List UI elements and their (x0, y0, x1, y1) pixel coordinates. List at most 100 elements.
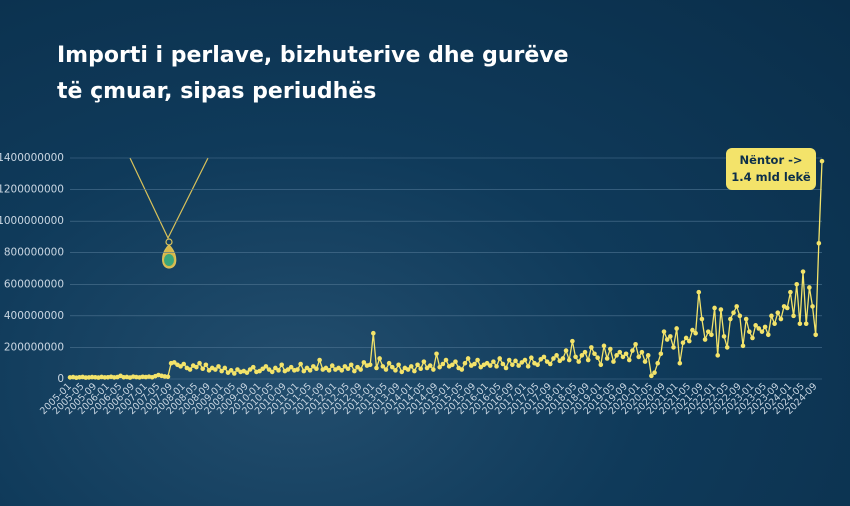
data-point (658, 351, 664, 357)
data-point (791, 313, 796, 319)
data-point (693, 330, 698, 336)
data-point (273, 365, 278, 371)
data-point (674, 326, 679, 331)
data-point (715, 353, 721, 358)
data-line (69, 161, 823, 379)
data-point (314, 366, 319, 372)
data-point (216, 364, 221, 369)
data-point (336, 365, 341, 371)
data-point (194, 364, 199, 370)
data-point (415, 362, 420, 368)
data-point (393, 368, 398, 373)
data-point (171, 360, 177, 365)
data-point (244, 370, 250, 375)
y-tick-label: 400000000 (4, 310, 64, 322)
data-point (266, 367, 272, 372)
data-point (813, 332, 818, 338)
data-point (778, 316, 784, 322)
data-point (434, 351, 439, 357)
data-point (494, 364, 499, 369)
data-point (367, 362, 373, 368)
data-point (573, 354, 578, 360)
data-point (652, 370, 657, 375)
data-point (519, 360, 525, 365)
data-point (592, 351, 597, 357)
data-point (668, 334, 673, 339)
data-point (247, 367, 253, 372)
data-point (639, 349, 645, 355)
data-point (620, 354, 626, 360)
data-point (222, 365, 228, 371)
data-point (800, 269, 806, 274)
data-point (506, 357, 512, 363)
data-point (585, 357, 591, 363)
data-point (487, 363, 493, 368)
data-point (788, 289, 793, 295)
data-point (734, 304, 739, 309)
data-point (418, 366, 424, 372)
data-point (412, 368, 417, 374)
data-point (709, 332, 714, 338)
data-point (579, 353, 585, 358)
y-tick-label: 800000000 (4, 247, 64, 259)
data-point (301, 368, 307, 374)
data-point (235, 367, 240, 372)
data-point (759, 329, 765, 334)
data-point (696, 289, 702, 295)
data-point (440, 361, 446, 367)
data-point (178, 364, 183, 369)
data-point (213, 367, 218, 372)
data-point (589, 345, 594, 350)
data-point (560, 356, 566, 361)
data-point (342, 364, 348, 369)
data-point (743, 316, 749, 322)
data-point (405, 367, 411, 372)
chart-title: Importi i perlave, bizhuterive dhe gurëv… (57, 43, 569, 104)
data-point (386, 360, 392, 366)
data-point (465, 356, 471, 361)
data-point (459, 367, 465, 372)
data-point (784, 305, 790, 311)
data-point (794, 281, 800, 287)
data-point (633, 341, 638, 347)
data-point (348, 362, 354, 368)
data-point (462, 360, 468, 366)
data-point (642, 359, 648, 364)
data-point (307, 368, 313, 373)
data-point (288, 364, 294, 370)
data-point (345, 366, 351, 372)
data-point (721, 334, 727, 339)
data-point (819, 158, 825, 164)
data-point (775, 310, 781, 316)
data-point (225, 370, 231, 375)
data-point (655, 360, 660, 366)
data-point (765, 332, 771, 338)
data-point (626, 357, 632, 363)
data-point (219, 368, 224, 374)
data-point (197, 360, 202, 366)
data-point (807, 285, 812, 290)
data-point (740, 343, 746, 349)
data-point (326, 368, 332, 373)
data-point (712, 305, 717, 311)
data-point (250, 364, 256, 370)
annotation: Nëntor -> 1.4 mld lekë (726, 148, 816, 190)
data-point (724, 345, 730, 350)
data-point (756, 326, 762, 331)
data-point (680, 340, 686, 345)
data-point (728, 316, 733, 322)
data-point (608, 346, 613, 352)
data-point (598, 362, 604, 368)
data-point (582, 349, 588, 355)
data-point (228, 368, 234, 373)
data-point (352, 368, 357, 374)
data-point (276, 368, 281, 373)
data-point (737, 313, 743, 319)
data-point (595, 355, 600, 360)
data-point (649, 373, 654, 379)
data-point (377, 356, 382, 361)
data-point (431, 367, 436, 372)
data-point (522, 357, 528, 363)
